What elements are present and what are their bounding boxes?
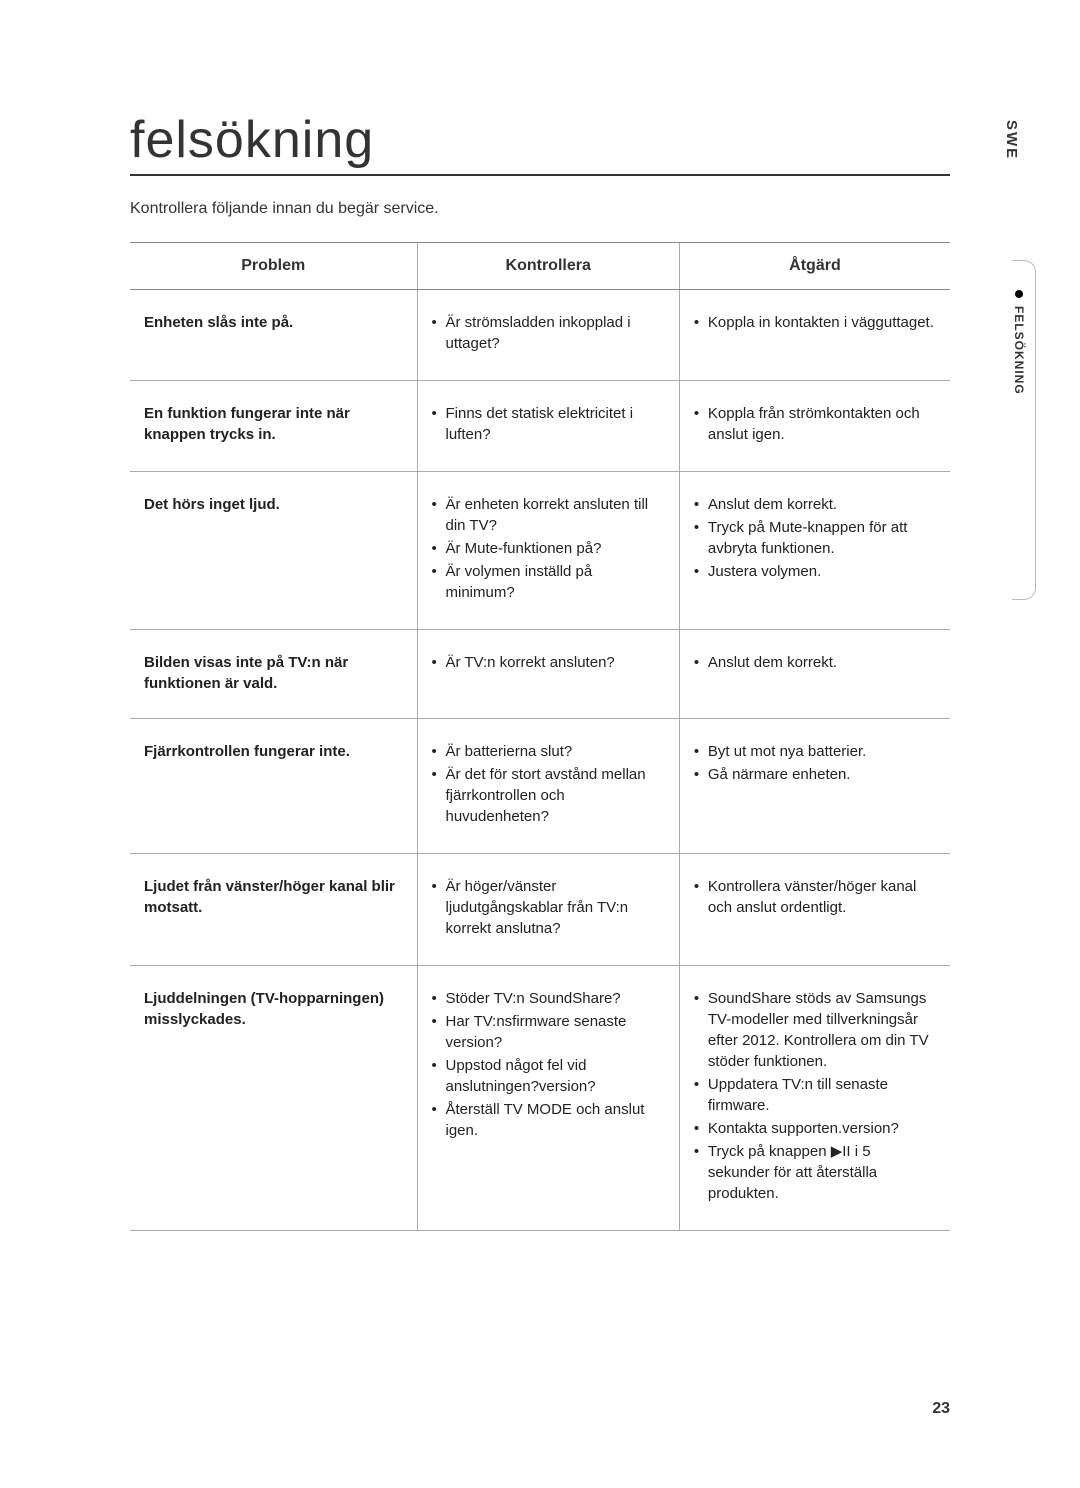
action-item: Justera volymen. <box>694 561 936 582</box>
check-item: Finns det statisk elektricitet i luften? <box>432 403 665 445</box>
table-header-row: Problem Kontrollera Åtgärd <box>130 243 950 290</box>
check-item: Är TV:n korrekt ansluten? <box>432 652 665 673</box>
check-item: Är batterierna slut? <box>432 741 665 762</box>
action-item: Anslut dem korrekt. <box>694 652 936 673</box>
troubleshooting-table: Problem Kontrollera Åtgärd Enheten slås … <box>130 242 950 1231</box>
action-item: Tryck på Mute-knappen för att avbryta fu… <box>694 517 936 559</box>
problem-cell: Ljuddelningen (TV-hopparningen) misslyck… <box>130 966 417 1231</box>
check-item: Är strömsladden inkopplad i uttaget? <box>432 312 665 354</box>
table-row: Fjärrkontrollen fungerar inte.Är batteri… <box>130 719 950 854</box>
check-cell: Är batterierna slut?Är det för stort avs… <box>417 719 679 854</box>
action-item: Koppla in kontakten i vägguttaget. <box>694 312 936 333</box>
action-item: Anslut dem korrekt. <box>694 494 936 515</box>
table-row: Ljudet från vänster/höger kanal blir mot… <box>130 854 950 966</box>
action-item: Byt ut mot nya batterier. <box>694 741 936 762</box>
check-item: Är volymen inställd på minimum? <box>432 561 665 603</box>
check-item: Är enheten korrekt ansluten till din TV? <box>432 494 665 536</box>
table-row: Ljuddelningen (TV-hopparningen) misslyck… <box>130 966 950 1231</box>
check-cell: Är höger/vänster ljudutgångskablar från … <box>417 854 679 966</box>
check-item: Uppstod något fel vid anslutningen?versi… <box>432 1055 665 1097</box>
problem-cell: En funktion fungerar inte när knappen tr… <box>130 381 417 472</box>
action-cell: Anslut dem korrekt. <box>679 630 950 719</box>
table-row: Enheten slås inte på. Är strömsladden ink… <box>130 290 950 381</box>
action-item: Tryck på knappen ▶II i 5 sekunder för at… <box>694 1141 936 1204</box>
check-item: Stöder TV:n SoundShare? <box>432 988 665 1009</box>
page-title: felsökning <box>130 110 950 176</box>
table-row: Bilden visas inte på TV:n när funktionen… <box>130 630 950 719</box>
action-cell: SoundShare stöds av Samsungs TV-modeller… <box>679 966 950 1231</box>
check-item: Återställ TV MODE och anslut igen. <box>432 1099 665 1141</box>
check-cell: Är TV:n korrekt ansluten? <box>417 630 679 719</box>
header-problem: Problem <box>130 243 417 290</box>
action-item: SoundShare stöds av Samsungs TV-modeller… <box>694 988 936 1072</box>
action-cell: Anslut dem korrekt.Tryck på Mute-knappen… <box>679 472 950 630</box>
problem-cell: Enheten slås inte på. <box>130 290 417 381</box>
check-item: Har TV:nsfirmware senaste version? <box>432 1011 665 1053</box>
check-cell: Stöder TV:n SoundShare?Har TV:nsfirmware… <box>417 966 679 1231</box>
table-row: Det hörs inget ljud.Är enheten korrekt a… <box>130 472 950 630</box>
action-cell: Koppla från strömkontakten och anslut ig… <box>679 381 950 472</box>
header-action: Åtgärd <box>679 243 950 290</box>
action-item: Kontakta supporten.version? <box>694 1118 936 1139</box>
action-item: Koppla från strömkontakten och anslut ig… <box>694 403 936 445</box>
problem-cell: Fjärrkontrollen fungerar inte. <box>130 719 417 854</box>
action-item: Kontrollera vänster/höger kanal och ansl… <box>694 876 936 918</box>
table-row: En funktion fungerar inte när knappen tr… <box>130 381 950 472</box>
action-item: Uppdatera TV:n till senaste firmware. <box>694 1074 936 1116</box>
problem-cell: Det hörs inget ljud. <box>130 472 417 630</box>
action-cell: Koppla in kontakten i vägguttaget. <box>679 290 950 381</box>
problem-cell: Bilden visas inte på TV:n när funktionen… <box>130 630 417 719</box>
intro-text: Kontrollera följande innan du begär serv… <box>130 200 950 218</box>
page-number: 23 <box>932 1400 950 1418</box>
header-check: Kontrollera <box>417 243 679 290</box>
check-item: Är höger/vänster ljudutgångskablar från … <box>432 876 665 939</box>
problem-cell: Ljudet från vänster/höger kanal blir mot… <box>130 854 417 966</box>
action-cell: Kontrollera vänster/höger kanal och ansl… <box>679 854 950 966</box>
check-cell: Är strömsladden inkopplad i uttaget? <box>417 290 679 381</box>
action-item: Gå närmare enheten. <box>694 764 936 785</box>
check-cell: Är enheten korrekt ansluten till din TV?… <box>417 472 679 630</box>
check-item: Är Mute-funktionen på? <box>432 538 665 559</box>
check-item: Är det för stort avstånd mellan fjärrkon… <box>432 764 665 827</box>
check-cell: Finns det statisk elektricitet i luften? <box>417 381 679 472</box>
action-cell: Byt ut mot nya batterier.Gå närmare enhe… <box>679 719 950 854</box>
